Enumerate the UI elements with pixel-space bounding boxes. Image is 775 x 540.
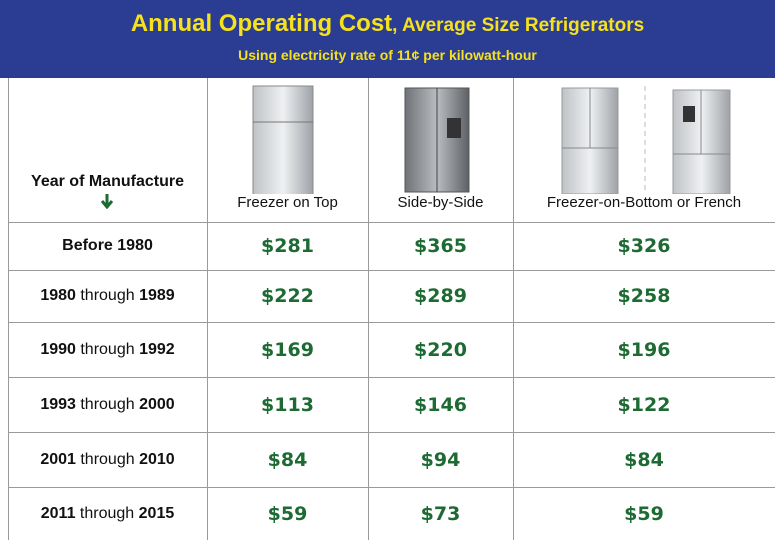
row-label-text: Before 1980 — [62, 237, 153, 255]
row-label-text: 2001 through 2010 — [40, 451, 174, 469]
column-header: Freezer on Top — [207, 194, 368, 211]
corner-label: Year of Manufacture — [8, 170, 207, 194]
column-header: Side-by-Side — [368, 194, 513, 211]
cost-cell: $258 — [513, 270, 775, 322]
row-label-part: through — [80, 341, 134, 358]
row-label: 2001 through 2010 — [8, 432, 207, 487]
cost-cell: $365 — [368, 222, 513, 270]
row-label: 1980 through 1989 — [8, 270, 207, 322]
cost-cell: $326 — [513, 222, 775, 270]
fridge-images — [207, 78, 775, 194]
cost-cell: $196 — [513, 322, 775, 377]
row-label-part: through — [80, 287, 134, 304]
cost-cell: $84 — [513, 432, 775, 487]
cost-cell: $59 — [207, 487, 368, 540]
row-label: 2011 through 2015 — [8, 487, 207, 540]
title-suffix: , Average Size Refrigerators — [392, 15, 644, 36]
row-label-part: 2015 — [139, 505, 175, 522]
row-label-part: through — [80, 396, 134, 413]
header-banner: Annual Operating Cost, Average Size Refr… — [0, 0, 775, 78]
cost-cell: $281 — [207, 222, 368, 270]
row-label-part: 2010 — [139, 451, 175, 468]
column-header: Freezer-on-Bottom or French — [513, 194, 775, 211]
subtitle: Using electricity rate of 11¢ per kilowa… — [0, 47, 775, 63]
cost-cell: $222 — [207, 270, 368, 322]
row-label-part: 1990 — [40, 341, 76, 358]
title: Annual Operating Cost, Average Size Refr… — [0, 10, 775, 38]
row-label-part: 1989 — [139, 287, 175, 304]
row-label-part: 1992 — [139, 341, 175, 358]
cost-cell: $73 — [368, 487, 513, 540]
row-label: 1990 through 1992 — [8, 322, 207, 377]
row-label-text: 1993 through 2000 — [40, 396, 174, 414]
cost-cell: $113 — [207, 377, 368, 432]
cost-cell: $220 — [368, 322, 513, 377]
row-label-part: 2001 — [40, 451, 76, 468]
cost-cell: $84 — [207, 432, 368, 487]
cost-cell: $146 — [368, 377, 513, 432]
cost-cell: $59 — [513, 487, 775, 540]
row-label-part: 2000 — [139, 396, 175, 413]
cost-cell: $169 — [207, 322, 368, 377]
title-main: Annual Operating Cost — [131, 10, 392, 37]
row-label-text: 1990 through 1992 — [40, 341, 174, 359]
row-label-text: 1980 through 1989 — [40, 287, 174, 305]
row-label-part: 2011 — [41, 505, 76, 522]
row-label: Before 1980 — [8, 222, 207, 270]
row-label-part: through — [80, 451, 134, 468]
row-label-part: through — [80, 505, 134, 522]
row-label-part: Before 1980 — [62, 237, 153, 254]
cost-cell: $122 — [513, 377, 775, 432]
cost-cell: $94 — [368, 432, 513, 487]
down-arrow — [99, 193, 115, 209]
row-label-text: 2011 through 2015 — [41, 505, 174, 523]
page: Annual Operating Cost, Average Size Refr… — [0, 0, 775, 540]
row-label-part: 1993 — [40, 396, 76, 413]
row-label-part: 1980 — [40, 287, 76, 304]
row-label: 1993 through 2000 — [8, 377, 207, 432]
cost-cell: $289 — [368, 270, 513, 322]
